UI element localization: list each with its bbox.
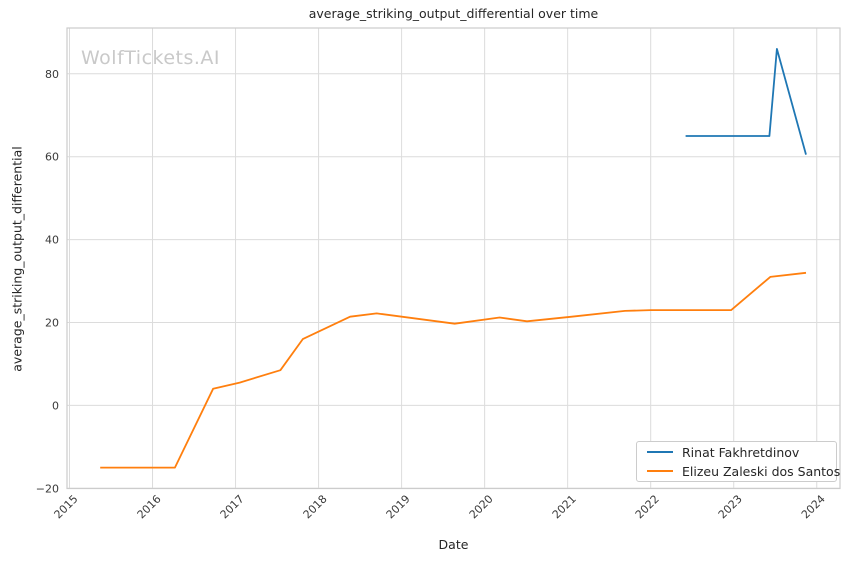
x-tick-label: 2022 — [633, 492, 662, 521]
chart-title: average_striking_output_differential ove… — [308, 6, 599, 21]
series-line-rinat-fakhretdinov — [685, 48, 807, 155]
x-tick-label: 2018 — [301, 492, 330, 521]
legend-label: Elizeu Zaleski dos Santos — [682, 463, 841, 479]
y-tick-label: 60 — [45, 151, 59, 164]
y-tick-label: −20 — [36, 482, 59, 495]
legend-item-rinat-fakhretdinov: Rinat Fakhretdinov — [637, 444, 836, 461]
y-tick-label: 80 — [45, 68, 59, 81]
y-tick-label: 20 — [45, 316, 59, 329]
x-tick-label: 2016 — [135, 492, 164, 521]
series-line-elizeu-zaleski-dos-santos — [100, 271, 807, 469]
x-tick-label: 2017 — [218, 492, 247, 521]
legend: Rinat Fakhretdinov Elizeu Zaleski dos Sa… — [636, 441, 840, 482]
x-tick-label: 2020 — [467, 492, 496, 521]
watermark-text: WolfTickets.AI — [81, 47, 221, 69]
x-tick-label: 2024 — [799, 492, 828, 521]
axes-border — [66, 27, 841, 490]
legend-line-swatch-orange — [647, 470, 673, 472]
legend-line-swatch-blue — [647, 451, 673, 453]
y-tick-label: 40 — [45, 234, 59, 247]
x-tick-label: 2023 — [716, 492, 745, 521]
x-tick-label: 2015 — [52, 492, 81, 521]
y-tick-label: 0 — [52, 399, 59, 412]
legend-item-elizeu-zaleski-dos-santos: Elizeu Zaleski dos Santos — [637, 463, 840, 480]
x-tick-label: 2019 — [384, 492, 413, 521]
legend-label: Rinat Fakhretdinov — [682, 444, 800, 460]
x-axis-label: Date — [438, 537, 469, 552]
x-tick-label: 2021 — [550, 492, 579, 521]
